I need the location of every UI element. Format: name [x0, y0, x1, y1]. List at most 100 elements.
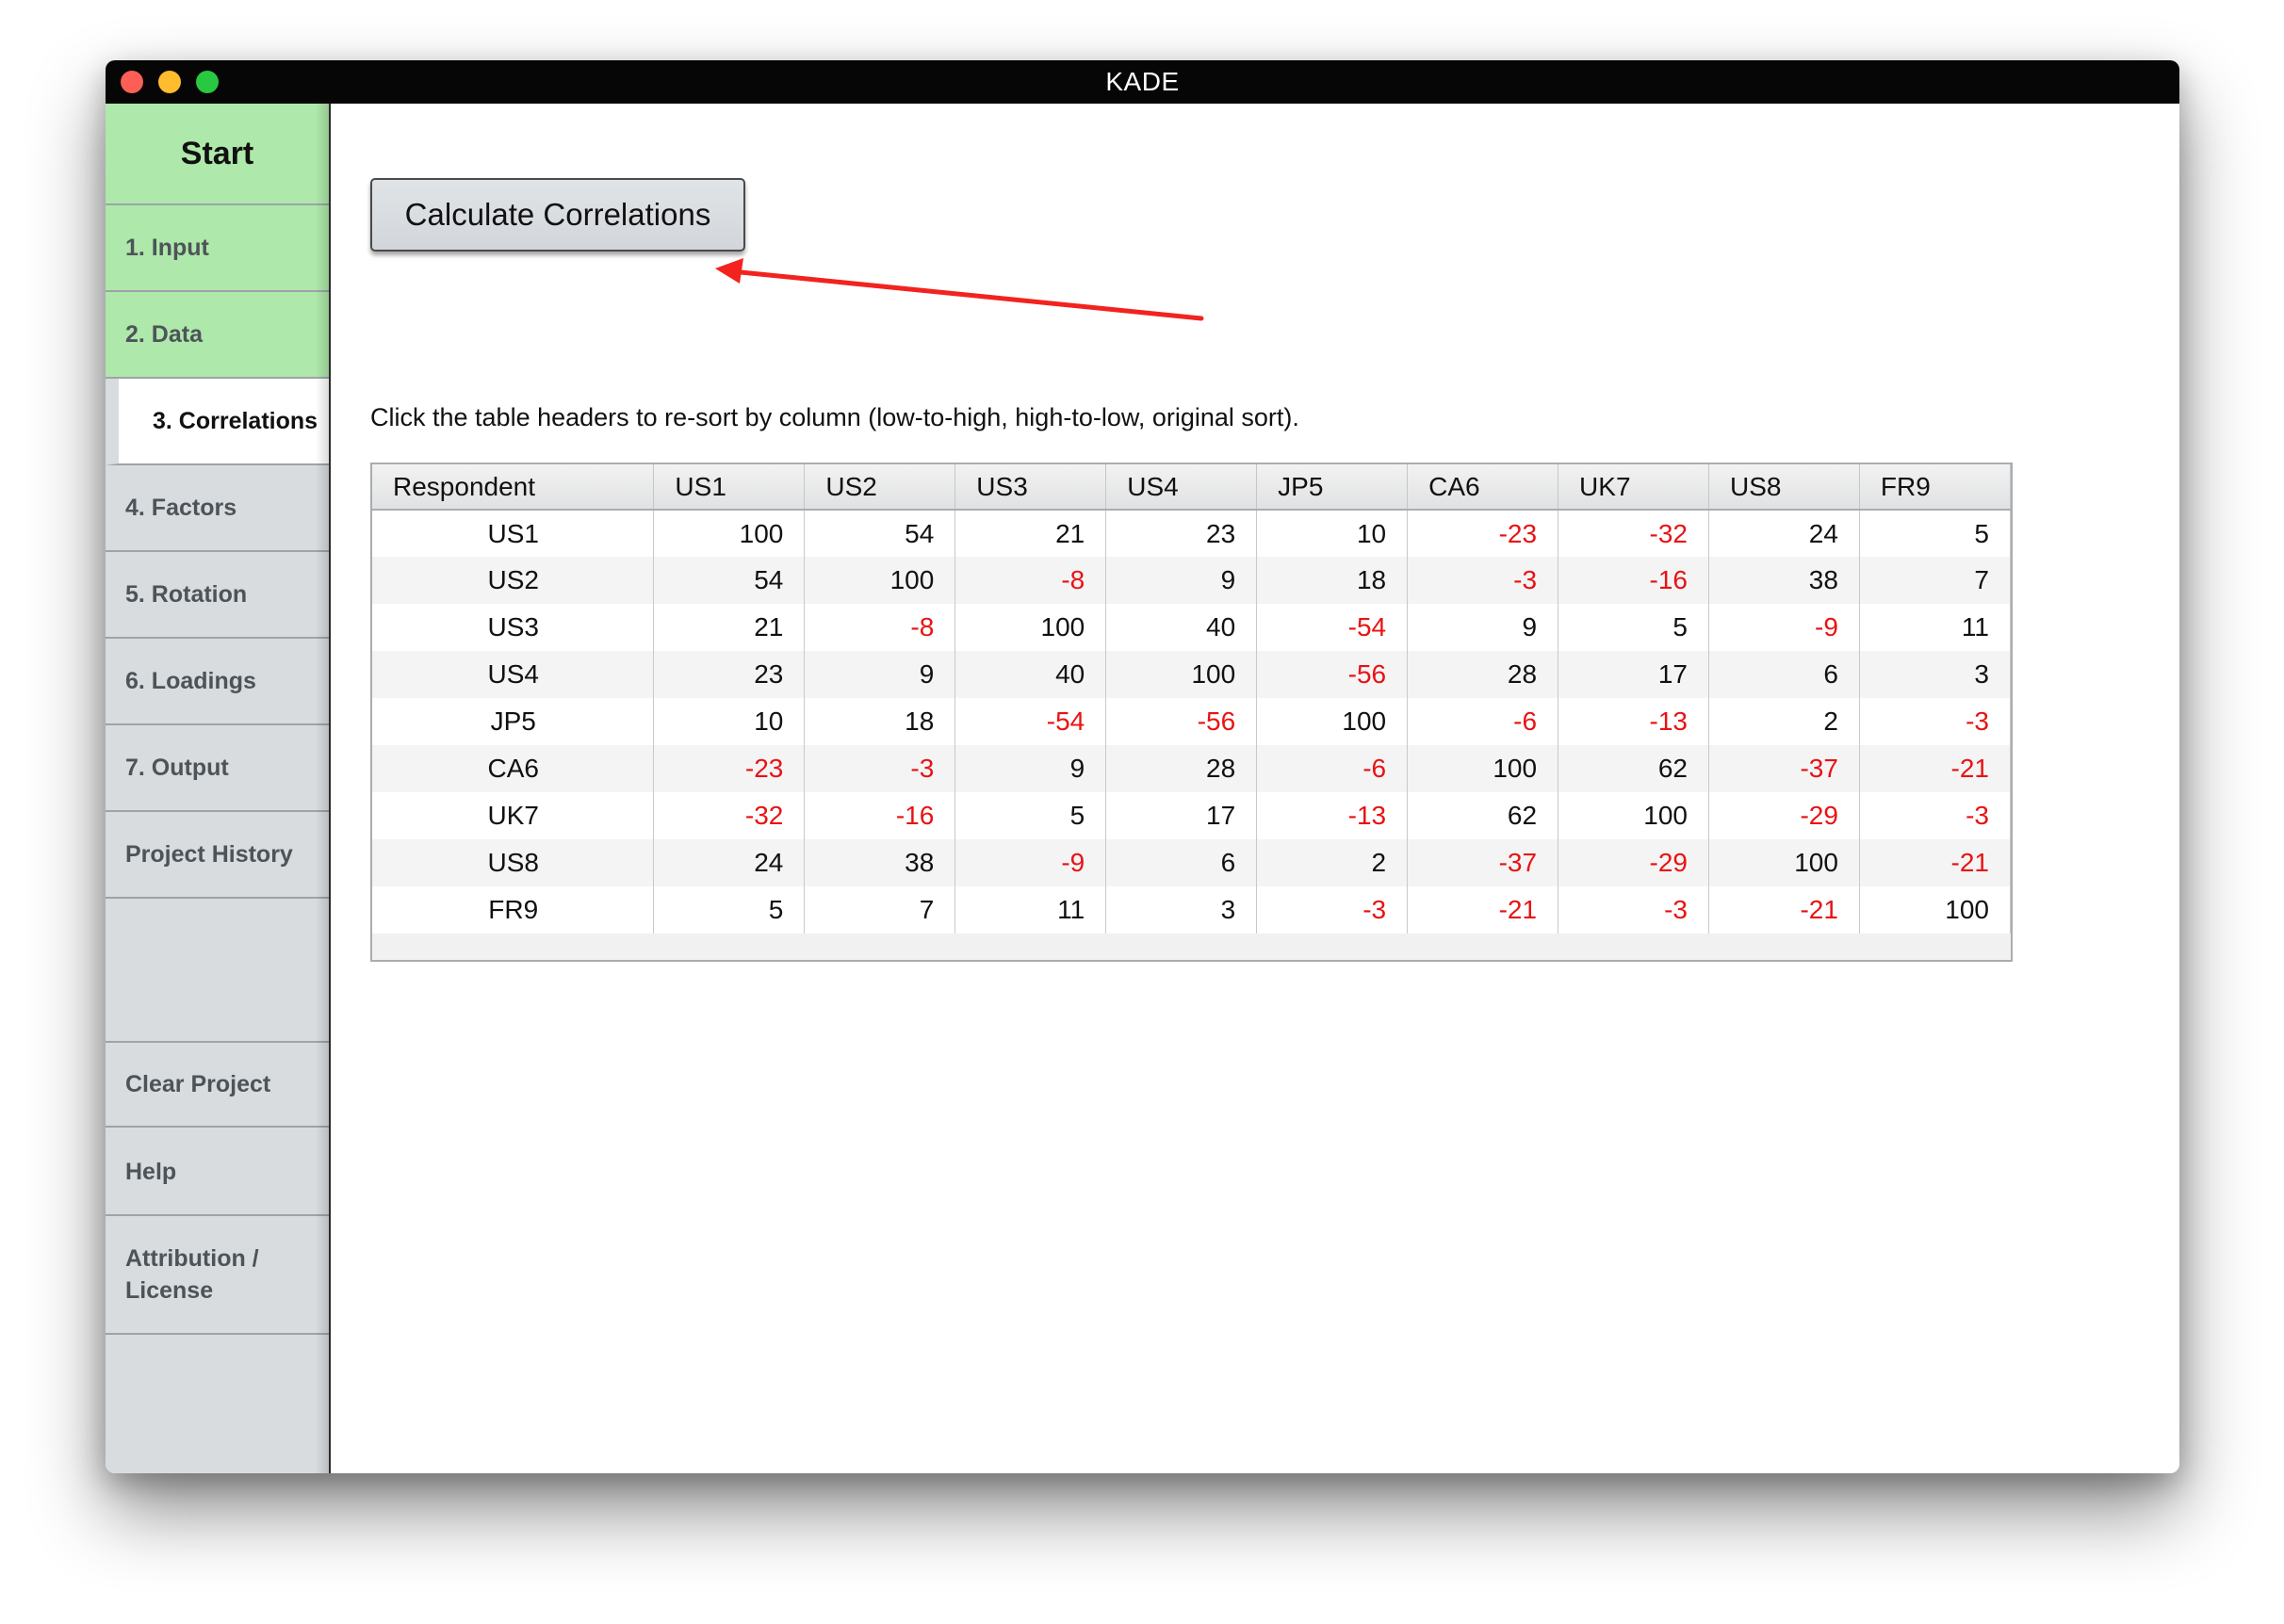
app-window: KADE Start 1. Input 2. Data 3. Correlati… [106, 60, 2179, 1473]
column-header[interactable]: FR9 [1859, 464, 2012, 511]
correlation-cell: 40 [1105, 604, 1258, 651]
sidebar-item-correlations[interactable]: 3. Correlations [106, 379, 329, 465]
correlation-cell: -8 [804, 604, 956, 651]
sidebar-item-rotation[interactable]: 5. Rotation [106, 552, 329, 639]
correlation-cell: 24 [1708, 510, 1860, 557]
correlation-cell: 100 [1708, 839, 1860, 886]
correlation-cell: 23 [1105, 510, 1258, 557]
column-header[interactable]: UK7 [1558, 464, 1709, 511]
correlation-cell: 23 [653, 651, 806, 698]
correlation-cell: 5 [1558, 604, 1709, 651]
correlation-cell: 100 [954, 604, 1107, 651]
correlation-cell: 11 [954, 886, 1107, 934]
correlation-cell: 2 [1708, 698, 1860, 745]
correlation-cell: -21 [1859, 839, 2012, 886]
minimize-window-button[interactable] [158, 71, 181, 93]
column-header[interactable]: US8 [1708, 464, 1860, 511]
correlation-cell: 9 [1105, 557, 1258, 604]
respondent-cell: FR9 [372, 886, 655, 934]
title-bar: KADE [106, 60, 2179, 104]
correlation-cell: 28 [1105, 745, 1258, 792]
column-header[interactable]: CA6 [1407, 464, 1559, 511]
correlation-cell: -13 [1558, 698, 1709, 745]
correlation-cell: -37 [1708, 745, 1860, 792]
correlation-table-container: Respondent US1 US2 US3 US4 JP5 CA6 UK7 U… [370, 463, 2013, 962]
correlation-cell: -54 [954, 698, 1107, 745]
column-header[interactable]: US4 [1105, 464, 1258, 511]
correlation-cell: 24 [653, 839, 806, 886]
correlation-cell: 7 [804, 886, 956, 934]
annotation-arrow [715, 258, 1204, 321]
correlation-cell: 2 [1256, 839, 1409, 886]
correlation-cell: -16 [1558, 557, 1709, 604]
respondent-cell: JP5 [372, 698, 655, 745]
sidebar-item-input[interactable]: 1. Input [106, 205, 329, 292]
correlation-cell: 100 [1256, 698, 1409, 745]
column-header[interactable]: US1 [653, 464, 806, 511]
correlation-cell: 5 [954, 792, 1107, 839]
correlation-cell: 21 [653, 604, 806, 651]
sidebar-item-data[interactable]: 2. Data [106, 292, 329, 379]
sidebar-item-label: 7. Output [125, 754, 229, 781]
sidebar-item-clear-project[interactable]: Clear Project [106, 1041, 329, 1128]
close-window-button[interactable] [121, 71, 143, 93]
sidebar: Start 1. Input 2. Data 3. Correlations 4… [106, 104, 331, 1473]
correlation-cell: 100 [1558, 792, 1709, 839]
respondent-cell: US2 [372, 557, 655, 604]
table-row: US2 54 100 -8 9 18 -3 -16 38 7 [372, 557, 2012, 604]
table-row: US3 21 -8 100 40 -54 9 5 -9 11 [372, 604, 2012, 651]
sidebar-item-output[interactable]: 7. Output [106, 725, 329, 812]
correlation-cell: 3 [1859, 651, 2012, 698]
sidebar-item-project-history[interactable]: Project History [106, 812, 329, 899]
correlation-cell: -21 [1708, 886, 1860, 934]
correlation-cell: -3 [1256, 886, 1409, 934]
sidebar-item-label: Help [125, 1158, 177, 1185]
correlation-cell: 54 [804, 510, 956, 557]
correlation-cell: -29 [1708, 792, 1860, 839]
column-header-respondent[interactable]: Respondent [372, 464, 655, 511]
sidebar-item-attribution-license[interactable]: Attribution / License [106, 1216, 329, 1335]
sidebar-item-label: Clear Project [125, 1070, 271, 1097]
respondent-cell: US3 [372, 604, 655, 651]
respondent-cell: CA6 [372, 745, 655, 792]
zoom-window-button[interactable] [196, 71, 219, 93]
sidebar-item-loadings[interactable]: 6. Loadings [106, 639, 329, 725]
correlation-cell: -32 [653, 792, 806, 839]
column-header[interactable]: US2 [804, 464, 956, 511]
sidebar-item-help[interactable]: Help [106, 1129, 329, 1216]
correlation-cell: 5 [1859, 510, 2012, 557]
correlation-cell: 10 [1256, 510, 1409, 557]
column-header[interactable]: JP5 [1256, 464, 1409, 511]
table-header-row: Respondent US1 US2 US3 US4 JP5 CA6 UK7 U… [372, 464, 2012, 511]
table-row: JP5 10 18 -54 -56 100 -6 -13 2 -3 [372, 698, 2012, 745]
correlation-cell: 100 [804, 557, 956, 604]
correlation-cell: 100 [1105, 651, 1258, 698]
correlation-cell: -21 [1859, 745, 2012, 792]
correlation-cell: 38 [804, 839, 956, 886]
correlation-cell: 6 [1105, 839, 1258, 886]
correlation-cell: -3 [1558, 886, 1709, 934]
table-row: FR9 5 7 11 3 -3 -21 -3 -21 100 [372, 886, 2012, 934]
calculate-correlations-button[interactable]: Calculate Correlations [370, 178, 745, 252]
correlation-cell: 6 [1708, 651, 1860, 698]
correlation-cell: -3 [1859, 792, 2012, 839]
correlation-cell: -56 [1105, 698, 1258, 745]
sidebar-item-factors[interactable]: 4. Factors [106, 465, 329, 552]
sidebar-item-label: Attribution / License [125, 1245, 259, 1304]
correlation-cell: -9 [954, 839, 1107, 886]
correlation-cell: 9 [804, 651, 956, 698]
correlation-cell: -37 [1407, 839, 1559, 886]
correlation-cell: 17 [1558, 651, 1709, 698]
column-header[interactable]: US3 [954, 464, 1107, 511]
correlation-cell: 100 [1859, 886, 2012, 934]
sidebar-start[interactable]: Start [106, 104, 329, 205]
table-row: CA6 -23 -3 9 28 -6 100 62 -37 -21 [372, 745, 2012, 792]
correlation-cell: -13 [1256, 792, 1409, 839]
correlation-cell: -29 [1558, 839, 1709, 886]
sidebar-item-label: 1. Input [125, 234, 209, 261]
correlation-cell: -23 [653, 745, 806, 792]
correlation-cell: 17 [1105, 792, 1258, 839]
correlation-cell: -3 [1859, 698, 2012, 745]
correlation-cell: 5 [653, 886, 806, 934]
correlation-cell: -8 [954, 557, 1107, 604]
